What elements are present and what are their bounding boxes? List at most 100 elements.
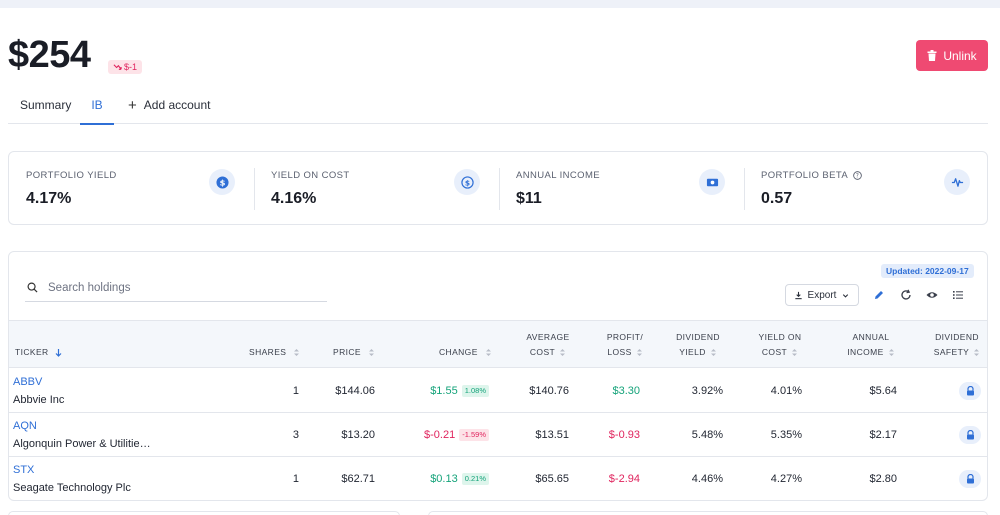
stat-label-text: PORTFOLIO BETA [761, 170, 849, 181]
profit-loss-value: $-0.93 [608, 429, 640, 441]
table-row[interactable]: STX Seagate Technology Plc 1 $62.71 $0.1… [9, 457, 987, 500]
unlink-label: Unlink [943, 48, 977, 63]
export-button[interactable]: Export [785, 284, 859, 306]
account-tabs: Summary IB + Add account [8, 86, 988, 125]
portfolio-balance: $254 [8, 34, 91, 76]
dividend-safety-lock[interactable] [959, 382, 981, 400]
dividend-yield-value: 5.48% [691, 429, 723, 441]
col-ticker[interactable]: TICKER [15, 345, 62, 360]
portfolio-stats-card: PORTFOLIO YIELD 4.17% $ YIELD ON COST 4.… [8, 151, 988, 225]
svg-text:$: $ [219, 177, 225, 187]
svg-text:?: ? [856, 174, 859, 180]
sort-desc-icon [55, 349, 62, 358]
dividend-safety-lock[interactable] [959, 470, 981, 488]
col-dividend-safety-label: DIVIDEND [935, 332, 979, 342]
price-value: $144.06 [335, 385, 375, 397]
col-annual-income-label: ANNUAL [852, 332, 890, 342]
dividend-yield-value: 4.46% [691, 473, 723, 485]
table-header: TICKER SHARES PRICE CHANGE AVERAGE COST … [9, 320, 987, 368]
change-amount: $1.55 [430, 385, 458, 397]
company-name: Abbvie Inc [13, 394, 65, 406]
lock-icon [966, 386, 974, 396]
stat-portfolio-beta: PORTFOLIO BETA ? 0.57 [744, 152, 989, 226]
edit-button[interactable] [872, 288, 886, 302]
price-value: $62.71 [341, 473, 375, 485]
stat-divider [744, 168, 745, 210]
tab-summary[interactable]: Summary [20, 86, 71, 124]
table-row[interactable]: AQN Algonquin Power & Utilitie… 3 $13.20… [9, 413, 987, 457]
tab-ib-label: IB [91, 97, 103, 112]
download-icon [794, 291, 802, 299]
columns-button[interactable] [951, 288, 965, 302]
col-profit-loss[interactable]: PROFIT/ LOSS [595, 330, 655, 360]
sort-icon [560, 349, 566, 357]
col-annual-income[interactable]: ANNUAL INCOME [833, 330, 909, 360]
col-dividend-safety[interactable]: DIVIDEND SAFETY [927, 330, 987, 360]
plus-icon: + [128, 96, 137, 114]
dollar-coin-outline-icon: $ [454, 169, 480, 195]
col-price[interactable]: PRICE [333, 345, 375, 360]
search-holdings [25, 274, 327, 302]
stat-label: ANNUAL INCOME [516, 170, 601, 181]
sort-icon [294, 349, 300, 357]
tab-add-account[interactable]: + Add account [128, 86, 210, 124]
col-change-label: CHANGE [439, 347, 478, 357]
svg-text:$: $ [464, 178, 469, 187]
search-input[interactable] [48, 281, 308, 294]
visibility-button[interactable] [925, 288, 939, 302]
change-value: $-0.21 -1.59% [424, 429, 489, 441]
sort-icon [888, 349, 894, 357]
change-percent-badge: 1.08% [461, 385, 489, 397]
col-change[interactable]: CHANGE [439, 345, 492, 360]
trash-icon [927, 50, 937, 61]
tab-ib[interactable]: IB [80, 86, 114, 125]
refresh-button[interactable] [899, 288, 913, 302]
tab-summary-label: Summary [20, 98, 72, 112]
bottom-card-left [8, 511, 400, 515]
col-yield-on-cost-label-2: COST [747, 345, 813, 360]
col-average-cost[interactable]: AVERAGE COST [515, 330, 581, 360]
col-profit-loss-label: PROFIT/ [606, 332, 644, 342]
table-row[interactable]: ABBV Abbvie Inc 1 $144.06 $1.55 1.08% $14… [9, 369, 987, 413]
change-percent-badge: -1.59% [459, 429, 489, 441]
average-cost-value: $65.65 [535, 473, 569, 485]
yield-on-cost-value: 4.27% [770, 473, 802, 485]
col-average-cost-label: AVERAGE [526, 332, 570, 342]
eye-icon [926, 292, 938, 298]
trend-down-icon [113, 63, 122, 70]
sort-icon [792, 349, 798, 357]
change-value: $1.55 1.08% [430, 385, 489, 397]
stat-portfolio-yield: PORTFOLIO YIELD 4.17% $ [9, 152, 254, 226]
yield-on-cost-value: 4.01% [770, 385, 802, 397]
col-dividend-yield-label: DIVIDEND [676, 332, 720, 342]
average-cost-value: $140.76 [529, 385, 569, 397]
col-annual-income-label-2: INCOME [833, 345, 909, 360]
balance-change-value: $-1 [124, 62, 138, 72]
updated-badge: Updated: 2022-09-17 [881, 264, 974, 278]
col-shares[interactable]: SHARES [249, 345, 300, 360]
search-icon [27, 282, 38, 293]
shares-value: 1 [292, 473, 299, 485]
ticker-link[interactable]: AQN [13, 420, 37, 432]
dividend-safety-lock[interactable] [959, 426, 981, 444]
pulse-icon [944, 169, 970, 195]
col-dividend-yield[interactable]: DIVIDEND YIELD [665, 330, 731, 360]
unlink-button[interactable]: Unlink [916, 40, 988, 71]
stat-annual-income: ANNUAL INCOME $11 [499, 152, 744, 226]
sort-icon [974, 349, 980, 357]
col-dividend-safety-label-2: SAFETY [927, 345, 987, 360]
ticker-link[interactable]: STX [13, 464, 35, 476]
stat-label: YIELD ON COST [271, 170, 350, 181]
banknote-icon [699, 169, 725, 195]
profit-loss-value: $-2.94 [608, 473, 640, 485]
annual-income-value: $2.17 [869, 429, 897, 441]
dollar-coin-icon: $ [209, 169, 235, 195]
refresh-icon [901, 289, 911, 300]
sort-icon [636, 349, 642, 357]
annual-income-value: $5.64 [869, 385, 897, 397]
change-percent-badge: 0.21% [461, 473, 489, 485]
col-yield-on-cost[interactable]: YIELD ON COST [747, 330, 813, 360]
yield-on-cost-value: 5.35% [770, 429, 802, 441]
help-icon[interactable]: ? [853, 171, 862, 180]
ticker-link[interactable]: ABBV [13, 376, 43, 388]
